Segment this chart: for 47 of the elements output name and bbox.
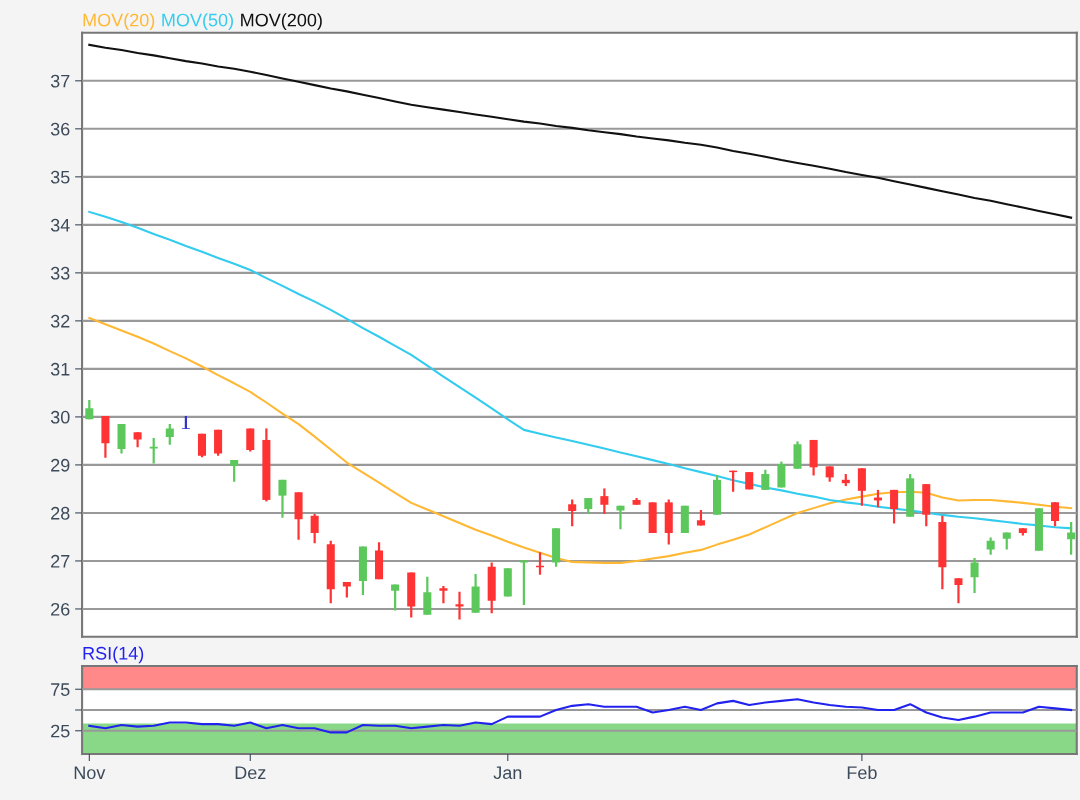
y-tick-label: 30	[50, 410, 70, 424]
y-tick-label: 75	[51, 683, 70, 696]
candlestick	[278, 478, 287, 519]
y-tick-label: 28	[51, 506, 70, 520]
y-tick-label: 37	[50, 74, 70, 88]
y-tick-label: 29	[51, 458, 70, 472]
text: RSI(14)	[83, 646, 144, 664]
candlestick	[600, 487, 609, 515]
candlestick	[1051, 501, 1060, 528]
candlestick	[890, 488, 899, 525]
candlestick	[455, 590, 464, 621]
text: MOV(20)	[83, 13, 155, 31]
candlestick	[310, 512, 319, 545]
line-series	[88, 210, 1073, 530]
y-tick-label: 36	[50, 122, 70, 136]
candlestick	[423, 575, 432, 616]
candlestick	[777, 460, 786, 489]
candlestick	[149, 436, 158, 465]
y-tick-label: 25	[51, 724, 70, 738]
candlestick	[970, 556, 979, 595]
candlestick	[230, 459, 239, 483]
y-tick-label: 31	[50, 362, 70, 376]
x-tick-label: Feb	[847, 765, 877, 780]
line-series	[88, 316, 1073, 564]
candlestick	[165, 422, 174, 446]
candlestick	[857, 467, 866, 507]
line-series	[88, 698, 1073, 734]
candlestick	[214, 428, 223, 457]
candlestick	[568, 498, 577, 528]
candlestick	[246, 427, 255, 453]
y-tick-label: 26	[51, 602, 70, 616]
candlestick	[954, 577, 963, 605]
y-tick-label: 32	[50, 314, 70, 328]
candlestick	[391, 583, 400, 612]
y-tick-label: 27	[51, 554, 70, 568]
line-series	[88, 43, 1073, 219]
x-tick-label: Dez	[235, 766, 266, 780]
candlestick	[439, 584, 448, 605]
y-tick-label: 33	[50, 266, 70, 280]
y-tick-label: 35	[50, 170, 70, 184]
x-tick-label: Jan	[493, 766, 522, 780]
text: MOV(200)	[241, 13, 322, 31]
candlestick	[761, 468, 770, 491]
y-tick-label: 34	[50, 218, 70, 232]
candlestick	[519, 559, 528, 607]
x-tick-label: Nov	[74, 766, 106, 780]
text: MOV(50)	[162, 13, 233, 31]
